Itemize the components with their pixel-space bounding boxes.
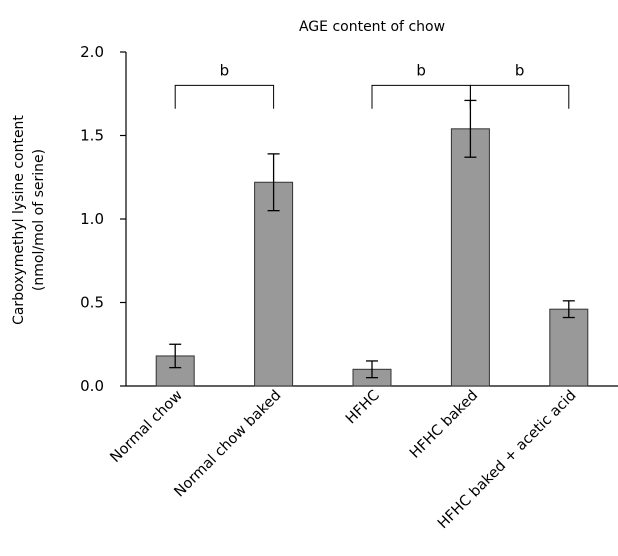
- bar: [549, 308, 589, 387]
- bar: [450, 128, 490, 387]
- category-label: HFHC baked: [407, 388, 481, 462]
- axes: 0.0 0.5 1.0 1.5 2.0: [80, 43, 618, 395]
- chart-title: AGE content of chow: [299, 19, 445, 35]
- category-label: Normal chow: [108, 387, 187, 466]
- category-label: HFHC: [343, 388, 383, 428]
- category-label: Normal chow baked: [172, 388, 285, 501]
- bar: [254, 181, 294, 387]
- y-axis-label-line-2: (nmol/mol of serine): [31, 149, 47, 291]
- significance-bracket: [469, 84, 570, 109]
- significance-bracket: [174, 84, 275, 109]
- y-axis-label-line-1: Carboxymethyl lysine content: [11, 115, 27, 325]
- y-tick-label: 2.0: [80, 43, 104, 61]
- y-tick-label: 0.0: [80, 377, 104, 395]
- y-tick-label: 1.0: [80, 210, 104, 228]
- significance-bracket: [371, 84, 471, 109]
- bars: [155, 99, 589, 387]
- y-tick-label: 0.5: [80, 294, 104, 312]
- significance-label: b: [515, 61, 525, 79]
- y-tick-label: 1.5: [80, 127, 104, 145]
- significance-label: b: [416, 61, 426, 79]
- significance-label: b: [220, 61, 230, 79]
